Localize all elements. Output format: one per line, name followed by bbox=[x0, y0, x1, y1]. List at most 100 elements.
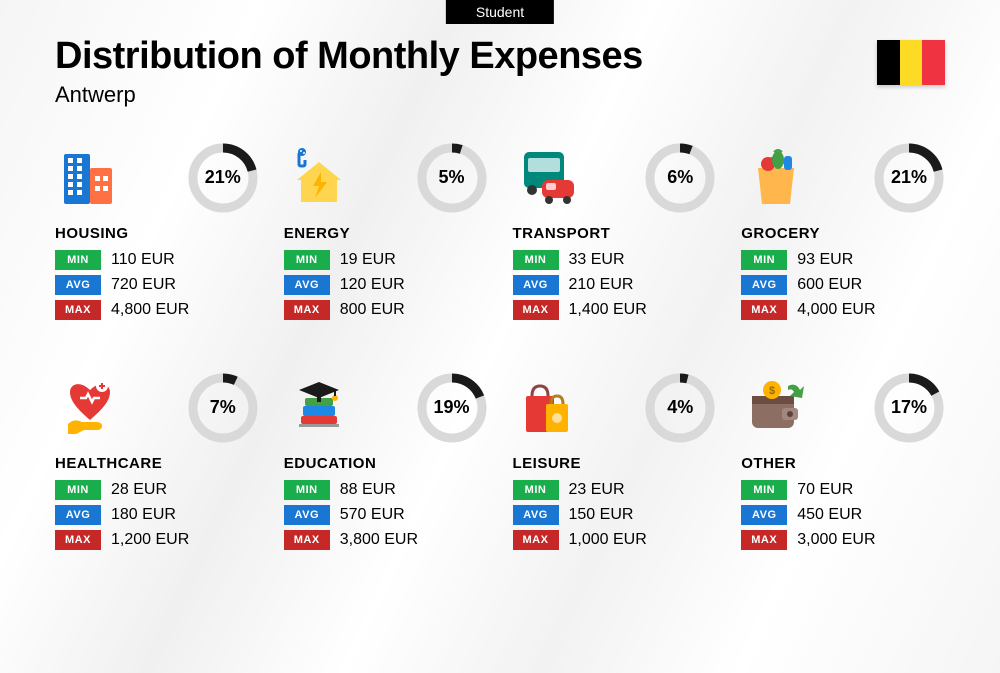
min-value: 33 EUR bbox=[569, 251, 625, 269]
stat-min-row: MIN 88 EUR bbox=[284, 480, 488, 500]
min-badge: MIN bbox=[55, 480, 101, 500]
energy-icon bbox=[284, 143, 354, 213]
min-value: 110 EUR bbox=[111, 251, 175, 269]
min-value: 28 EUR bbox=[111, 481, 167, 499]
stat-avg-row: AVG 600 EUR bbox=[741, 275, 945, 295]
min-badge: MIN bbox=[741, 250, 787, 270]
avg-badge: AVG bbox=[513, 505, 559, 525]
avg-badge: AVG bbox=[55, 275, 101, 295]
page-subtitle: Antwerp bbox=[55, 82, 643, 108]
category-card-energy: 5% ENERGY MIN 19 EUR AVG 120 EUR MAX 800… bbox=[284, 140, 488, 325]
category-label: EDUCATION bbox=[284, 455, 488, 472]
category-label: HOUSING bbox=[55, 225, 259, 242]
category-label: OTHER bbox=[741, 455, 945, 472]
stat-min-row: MIN 28 EUR bbox=[55, 480, 259, 500]
pct-ring: 17% bbox=[873, 372, 945, 444]
pct-value: 6% bbox=[644, 142, 716, 214]
max-value: 3,800 EUR bbox=[340, 531, 418, 549]
avg-value: 450 EUR bbox=[797, 506, 862, 524]
pct-ring: 7% bbox=[187, 372, 259, 444]
page-title: Distribution of Monthly Expenses bbox=[55, 35, 643, 78]
avg-badge: AVG bbox=[741, 275, 787, 295]
category-card-transport: 6% TRANSPORT MIN 33 EUR AVG 210 EUR MAX … bbox=[513, 140, 717, 325]
housing-icon bbox=[55, 143, 125, 213]
max-value: 1,400 EUR bbox=[569, 301, 647, 319]
pct-ring: 6% bbox=[644, 142, 716, 214]
card-top: 21% bbox=[741, 140, 945, 215]
pct-ring: 4% bbox=[644, 372, 716, 444]
min-value: 23 EUR bbox=[569, 481, 625, 499]
stat-max-row: MAX 1,200 EUR bbox=[55, 530, 259, 550]
stat-min-row: MIN 93 EUR bbox=[741, 250, 945, 270]
stat-min-row: MIN 70 EUR bbox=[741, 480, 945, 500]
max-badge: MAX bbox=[513, 300, 559, 320]
other-icon: $ bbox=[741, 373, 811, 443]
max-value: 1,000 EUR bbox=[569, 531, 647, 549]
stat-avg-row: AVG 570 EUR bbox=[284, 505, 488, 525]
max-value: 4,000 EUR bbox=[797, 301, 875, 319]
grocery-icon bbox=[741, 143, 811, 213]
category-label: LEISURE bbox=[513, 455, 717, 472]
avg-badge: AVG bbox=[513, 275, 559, 295]
max-value: 4,800 EUR bbox=[111, 301, 189, 319]
svg-text:$: $ bbox=[769, 385, 775, 397]
pct-value: 21% bbox=[873, 142, 945, 214]
pct-ring: 19% bbox=[416, 372, 488, 444]
max-badge: MAX bbox=[741, 530, 787, 550]
category-card-grocery: 21% GROCERY MIN 93 EUR AVG 600 EUR MAX 4… bbox=[741, 140, 945, 325]
stat-min-row: MIN 110 EUR bbox=[55, 250, 259, 270]
card-top: 19% bbox=[284, 370, 488, 445]
max-value: 1,200 EUR bbox=[111, 531, 189, 549]
avg-badge: AVG bbox=[284, 275, 330, 295]
category-label: TRANSPORT bbox=[513, 225, 717, 242]
min-value: 93 EUR bbox=[797, 251, 853, 269]
card-top: 6% bbox=[513, 140, 717, 215]
min-badge: MIN bbox=[741, 480, 787, 500]
healthcare-icon bbox=[55, 373, 125, 443]
education-icon bbox=[284, 373, 354, 443]
category-card-other: $ 17% OTHER MIN 70 EUR AVG 450 EUR MAX 3… bbox=[741, 370, 945, 555]
avg-value: 210 EUR bbox=[569, 276, 634, 294]
card-top: $ 17% bbox=[741, 370, 945, 445]
stat-avg-row: AVG 720 EUR bbox=[55, 275, 259, 295]
leisure-icon bbox=[513, 373, 583, 443]
category-label: ENERGY bbox=[284, 225, 488, 242]
max-badge: MAX bbox=[284, 530, 330, 550]
pct-value: 5% bbox=[416, 142, 488, 214]
category-card-leisure: 4% LEISURE MIN 23 EUR AVG 150 EUR MAX 1,… bbox=[513, 370, 717, 555]
max-badge: MAX bbox=[55, 300, 101, 320]
pct-ring: 5% bbox=[416, 142, 488, 214]
stat-avg-row: AVG 120 EUR bbox=[284, 275, 488, 295]
min-value: 19 EUR bbox=[340, 251, 396, 269]
category-label: GROCERY bbox=[741, 225, 945, 242]
card-top: 5% bbox=[284, 140, 488, 215]
category-label: HEALTHCARE bbox=[55, 455, 259, 472]
category-grid: 21% HOUSING MIN 110 EUR AVG 720 EUR MAX … bbox=[55, 140, 945, 555]
category-card-housing: 21% HOUSING MIN 110 EUR AVG 720 EUR MAX … bbox=[55, 140, 259, 325]
stat-min-row: MIN 19 EUR bbox=[284, 250, 488, 270]
stat-max-row: MAX 4,800 EUR bbox=[55, 300, 259, 320]
stat-max-row: MAX 1,000 EUR bbox=[513, 530, 717, 550]
stat-avg-row: AVG 450 EUR bbox=[741, 505, 945, 525]
card-top: 7% bbox=[55, 370, 259, 445]
pct-value: 4% bbox=[644, 372, 716, 444]
card-top: 21% bbox=[55, 140, 259, 215]
transport-icon bbox=[513, 143, 583, 213]
header-tag: Student bbox=[446, 0, 554, 24]
flag-stripe bbox=[922, 40, 945, 85]
avg-badge: AVG bbox=[55, 505, 101, 525]
stat-max-row: MAX 3,000 EUR bbox=[741, 530, 945, 550]
max-badge: MAX bbox=[55, 530, 101, 550]
pct-value: 7% bbox=[187, 372, 259, 444]
category-card-healthcare: 7% HEALTHCARE MIN 28 EUR AVG 180 EUR MAX… bbox=[55, 370, 259, 555]
stat-max-row: MAX 4,000 EUR bbox=[741, 300, 945, 320]
stat-avg-row: AVG 180 EUR bbox=[55, 505, 259, 525]
min-badge: MIN bbox=[284, 250, 330, 270]
title-block: Distribution of Monthly Expenses Antwerp bbox=[55, 35, 643, 108]
min-badge: MIN bbox=[284, 480, 330, 500]
pct-value: 17% bbox=[873, 372, 945, 444]
stat-max-row: MAX 800 EUR bbox=[284, 300, 488, 320]
min-value: 88 EUR bbox=[340, 481, 396, 499]
avg-value: 180 EUR bbox=[111, 506, 176, 524]
max-value: 3,000 EUR bbox=[797, 531, 875, 549]
